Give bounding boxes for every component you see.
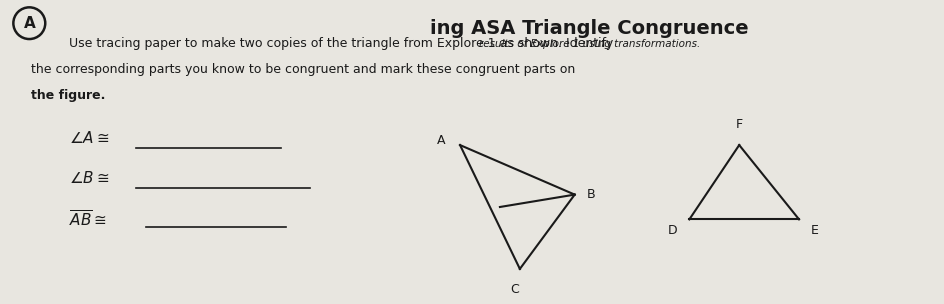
Text: the corresponding parts you know to be congruent and mark these congruent parts : the corresponding parts you know to be c…: [31, 63, 576, 76]
Text: $\angle B \cong$: $\angle B \cong$: [69, 170, 110, 186]
Text: E: E: [811, 224, 818, 237]
Text: C: C: [511, 283, 519, 296]
Text: B: B: [586, 188, 596, 201]
Text: Use tracing paper to make two copies of the triangle from Explore 1 as shown. Id: Use tracing paper to make two copies of …: [69, 37, 614, 50]
Text: D: D: [667, 224, 678, 237]
Text: the figure.: the figure.: [31, 88, 106, 102]
Text: $\angle A \cong$: $\angle A \cong$: [69, 130, 110, 146]
Text: ing ASA Triangle Congruence: ing ASA Triangle Congruence: [430, 19, 749, 38]
Text: A: A: [24, 16, 35, 31]
Text: $\overline{AB} \cong$: $\overline{AB} \cong$: [69, 209, 107, 230]
Text: A: A: [436, 134, 445, 147]
Text: results of Explore 1 using transformations.: results of Explore 1 using transformatio…: [479, 39, 700, 49]
Text: F: F: [735, 118, 743, 131]
